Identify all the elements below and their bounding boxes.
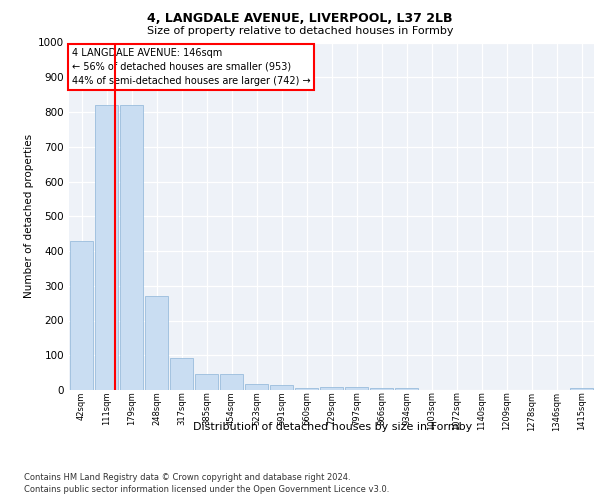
Text: Contains HM Land Registry data © Crown copyright and database right 2024.: Contains HM Land Registry data © Crown c… <box>24 472 350 482</box>
Bar <box>320 387 343 390</box>
Bar <box>270 385 293 390</box>
Bar <box>70 240 93 390</box>
Y-axis label: Number of detached properties: Number of detached properties <box>24 134 34 298</box>
Bar <box>120 105 143 390</box>
Bar <box>220 374 243 390</box>
Bar <box>395 388 418 390</box>
Bar <box>170 358 193 390</box>
Bar <box>295 388 318 390</box>
Text: Contains public sector information licensed under the Open Government Licence v3: Contains public sector information licen… <box>24 485 389 494</box>
Text: Size of property relative to detached houses in Formby: Size of property relative to detached ho… <box>147 26 453 36</box>
Text: 4, LANGDALE AVENUE, LIVERPOOL, L37 2LB: 4, LANGDALE AVENUE, LIVERPOOL, L37 2LB <box>147 12 453 26</box>
Bar <box>370 388 393 390</box>
Text: 4 LANGDALE AVENUE: 146sqm
← 56% of detached houses are smaller (953)
44% of semi: 4 LANGDALE AVENUE: 146sqm ← 56% of detac… <box>71 48 310 86</box>
Bar <box>145 296 168 390</box>
Bar <box>195 374 218 390</box>
Bar <box>570 388 593 390</box>
Bar <box>345 387 368 390</box>
Bar <box>245 384 268 390</box>
Text: Distribution of detached houses by size in Formby: Distribution of detached houses by size … <box>193 422 473 432</box>
Bar <box>95 105 118 390</box>
